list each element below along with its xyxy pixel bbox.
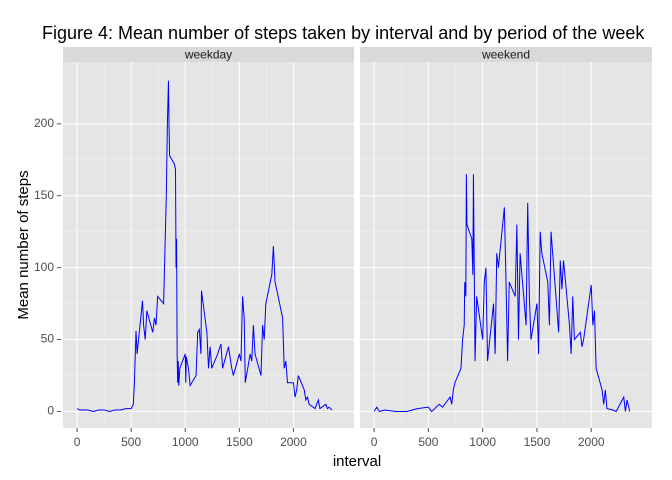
y-axis-label: Mean number of steps (15, 170, 32, 319)
panel (360, 62, 652, 428)
y-tick-label: 50 (41, 332, 55, 346)
x-axis-label: interval (333, 453, 381, 470)
panel (63, 62, 354, 428)
x-tick-label: 0 (371, 435, 378, 449)
strip-label: weekday (184, 48, 232, 62)
y-tick-label: 150 (34, 188, 54, 202)
x-tick-label: 1000 (172, 435, 199, 449)
chart-title: Figure 4: Mean number of steps taken by … (42, 23, 645, 43)
x-tick-label: 2000 (578, 435, 605, 449)
strip (63, 47, 354, 62)
y-tick-label: 0 (47, 404, 54, 418)
x-tick-label: 500 (418, 435, 438, 449)
strip-label: weekend (481, 48, 530, 62)
y-tick-label: 100 (34, 260, 54, 274)
line (76, 80, 333, 412)
x-tick-label: 1500 (524, 435, 551, 449)
x-tick-label: 0 (74, 435, 81, 449)
x-tick-label: 1500 (226, 435, 253, 449)
line (373, 174, 631, 413)
x-tick-label: 500 (121, 435, 141, 449)
x-tick-label: 2000 (280, 435, 307, 449)
strip (360, 47, 652, 62)
y-tick-label: 200 (34, 116, 54, 130)
x-tick-label: 1000 (469, 435, 496, 449)
